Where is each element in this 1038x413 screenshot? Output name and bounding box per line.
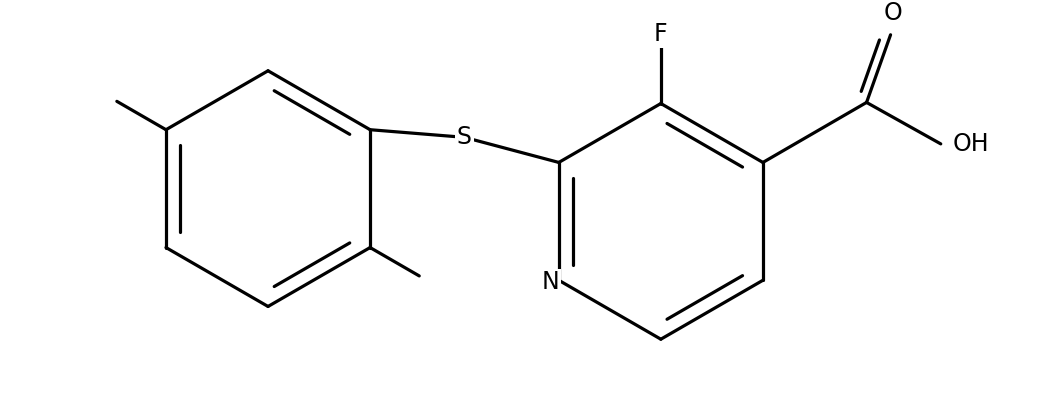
Text: F: F	[654, 22, 667, 46]
Text: O: O	[883, 1, 902, 25]
Text: N: N	[541, 271, 558, 294]
Text: OH: OH	[953, 132, 989, 156]
Text: S: S	[457, 125, 472, 150]
